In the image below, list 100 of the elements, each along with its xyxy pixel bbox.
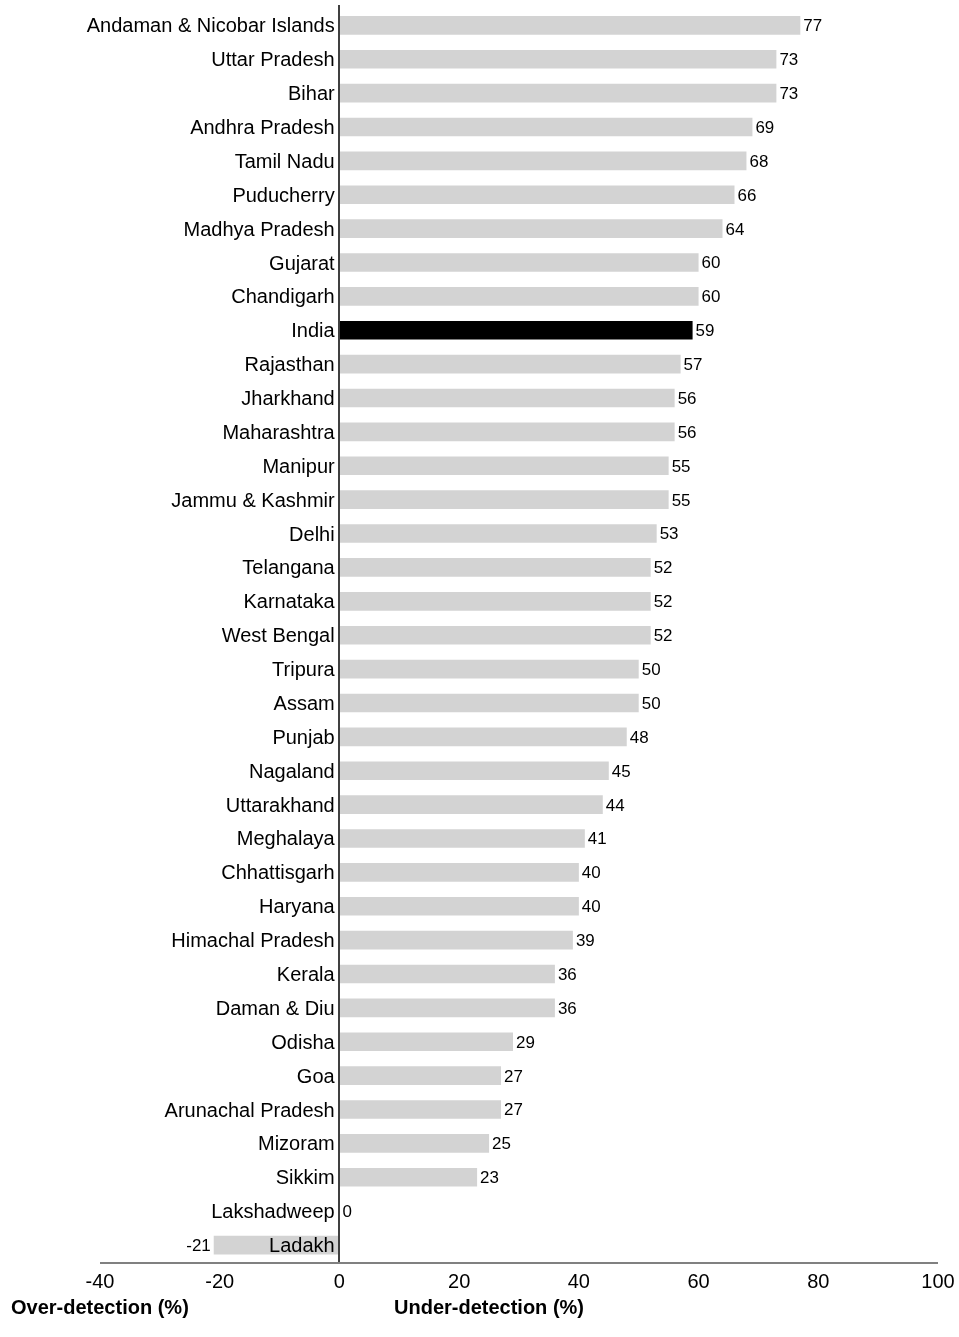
bar [339,727,627,747]
y-tick-label: Goa [296,1064,336,1087]
bar [339,287,699,306]
data-label: 52 [653,592,673,612]
data-label: 50 [641,660,661,679]
y-tick-label: Andaman & Nicobar Islands [86,14,335,37]
y-tick-label: Assam [273,691,335,714]
data-label: 68 [749,151,769,171]
data-label: 59 [695,321,715,341]
data-label: 45 [611,761,631,781]
data-label: 52 [653,558,673,578]
data-label: -21 [186,1235,211,1255]
data-label: 39 [575,931,595,951]
y-tick-label: Chhattisgarh [221,861,335,884]
bar [339,320,693,340]
bar [339,1066,502,1085]
x-tick-label: -20 [205,1269,235,1292]
bar [339,1032,514,1052]
data-label: 41 [587,829,607,849]
bar [339,761,609,781]
bar [339,219,723,238]
y-tick-label: Arunachal Pradesh [164,1098,335,1121]
y-tick-label: Nagaland [249,759,335,782]
bar [339,16,801,35]
bar [339,896,579,916]
y-tick-label: Uttarakhand [225,793,335,816]
bar [339,117,753,137]
y-tick-label: Puducherry [232,183,335,206]
bar [339,524,657,543]
y-tick-label: Kerala [276,963,336,986]
data-label: 77 [803,16,823,36]
y-tick-label: Daman & Diu [215,996,335,1019]
data-label: 57 [683,355,703,375]
data-label: 56 [677,388,697,408]
text: Over-detection (%) [11,1296,189,1318]
data-label: 48 [629,727,649,747]
y-tick-label: Telangana [242,556,336,579]
bar [339,659,639,679]
data-label: 73 [779,50,799,70]
data-label: 55 [671,490,691,510]
data-label: 27 [504,1100,523,1120]
y-tick-label: Rajasthan [244,353,335,376]
y-tick-label: West Bengal [221,624,335,647]
data-label: 0 [342,1202,352,1222]
data-label: 36 [557,964,577,984]
bar [339,422,675,442]
data-label: 27 [504,1066,523,1086]
y-tick-label: Jammu & Kashmir [171,488,336,511]
y-tick-label: India [291,319,336,342]
bar [339,1100,502,1119]
bar [339,558,651,577]
y-tick-label: Tripura [272,658,336,681]
x-tick-label: 20 [448,1269,471,1292]
data-label: 73 [779,84,799,104]
y-tick-label: Chandigarh [231,285,335,308]
y-tick-label: Andhra Pradesh [190,115,335,138]
bar [339,964,555,984]
data-label: 36 [557,998,577,1018]
y-tick-label: Karnataka [243,590,336,613]
y-tick-label: Sikkim [275,1166,335,1189]
y-tick-label: Lakshadweep [211,1200,335,1223]
y-tick-label: Jharkhand [241,387,335,410]
data-label: 60 [701,253,721,273]
x-tick-label: -40 [85,1269,115,1292]
bar [339,490,669,509]
y-tick-label: Uttar Pradesh [211,48,335,71]
y-tick-label: Odisha [271,1030,336,1053]
y-tick-label: Delhi [289,522,335,545]
data-label: 55 [671,456,691,476]
bar [339,795,603,814]
data-label: 29 [516,1032,535,1052]
data-label: 64 [725,219,745,239]
data-label: 60 [701,287,721,307]
data-label: 53 [659,524,679,544]
bar [339,354,681,374]
data-label: 56 [677,422,697,442]
data-label: 44 [605,795,625,815]
x-tick-label: 0 [333,1269,345,1292]
y-tick-label: Madhya Pradesh [183,217,335,240]
data-label: 40 [581,863,601,883]
y-tick-label: Bihar [287,82,335,105]
bar [339,185,735,205]
y-tick-label: Himachal Pradesh [171,929,335,952]
x-tick-label: 60 [687,1269,710,1292]
bar [339,863,579,882]
bar [339,83,777,103]
bar [339,693,639,713]
x-axis-title: Under-detection (%) [394,1296,584,1318]
bar [339,1134,490,1153]
bar [339,49,777,69]
y-tick-label: Tamil Nadu [234,149,335,172]
x-tick-label: 100 [921,1269,955,1292]
data-label: 52 [653,626,673,646]
bar [339,151,747,171]
bar [339,625,651,645]
y-tick-label: Haryana [259,895,336,918]
y-tick-label: Gujarat [269,251,336,274]
y-tick-label: Mizoram [258,1132,335,1155]
data-label: 69 [755,117,775,137]
y-tick-label: Maharashtra [222,420,336,443]
